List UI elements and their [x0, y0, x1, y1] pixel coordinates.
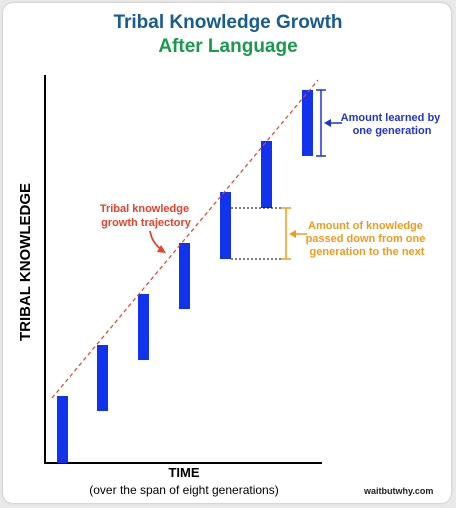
title-line-1: Tribal Knowledge Growth	[113, 12, 343, 33]
trajectory-arrowhead	[157, 245, 166, 253]
generation-bars	[57, 90, 313, 463]
generation-bar-3	[138, 294, 149, 360]
generation-bar-7	[302, 90, 313, 156]
y-axis-label: TRIBAL KNOWLEDGE	[17, 183, 34, 341]
passed-arrowhead	[289, 230, 296, 238]
learned-arrowhead	[324, 119, 331, 127]
credit-text: waitbutwhy.com	[363, 486, 433, 496]
generation-bar-1	[57, 396, 68, 463]
generation-bar-5	[220, 192, 231, 259]
learned-label: Amount learned by one generation	[341, 112, 444, 137]
passed-label: Amount of knowledge passed down from one…	[306, 220, 429, 258]
growth-trajectory-line	[51, 79, 319, 399]
x-axis-label: TIME	[168, 465, 199, 480]
trajectory-label: Tribal knowledge growth trajectory	[100, 203, 192, 229]
x-axis-sublabel: (over the span of eight generations)	[89, 483, 278, 497]
generation-bar-2	[97, 345, 108, 411]
generation-bar-4	[179, 243, 190, 309]
title-line-2: After Language	[158, 36, 298, 57]
generation-bar-6	[261, 141, 272, 208]
